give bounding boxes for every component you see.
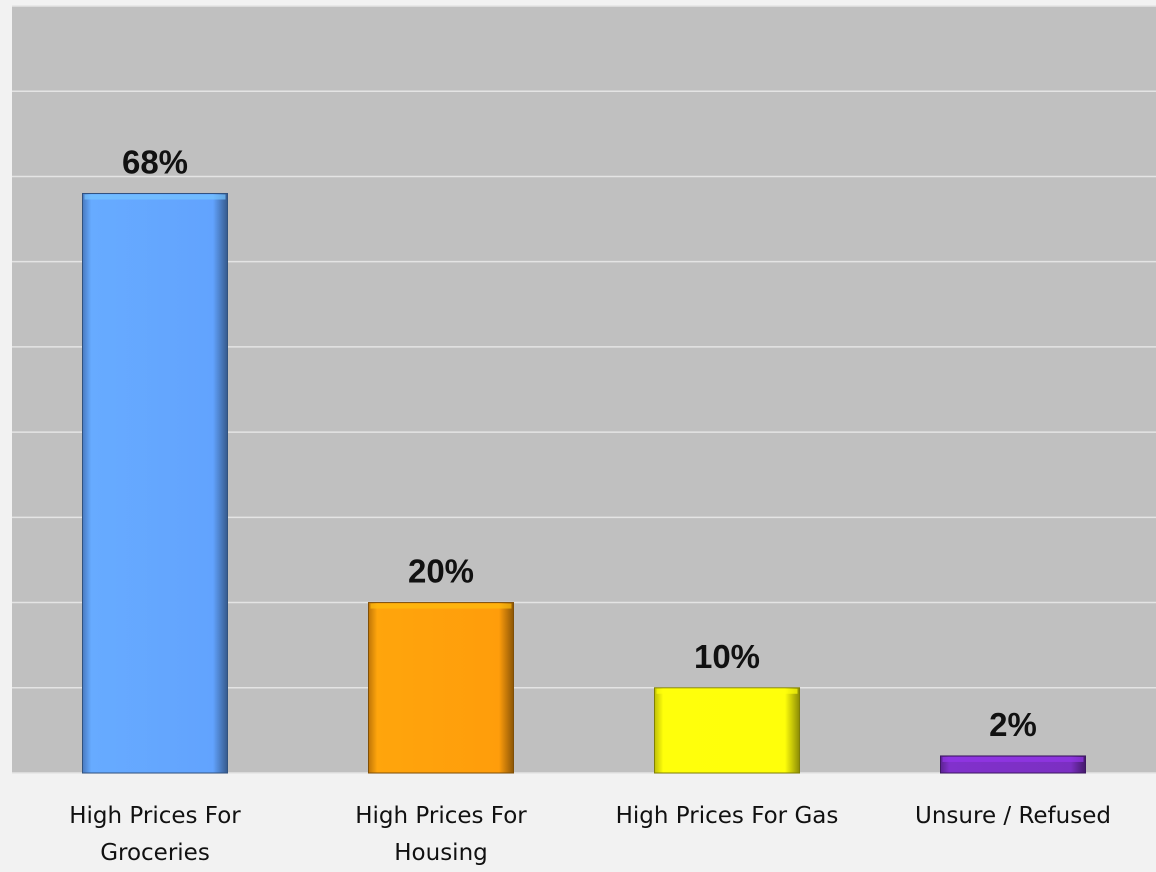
category-label-0-line-1: Groceries [100,840,210,866]
data-label-2: 10% [694,638,760,675]
category-label-2-line-0: High Prices For Gas [616,803,839,829]
bar-highlight-1 [370,603,512,609]
category-labels: High Prices For Groceries High Prices For H… [69,803,1111,866]
data-label-0: 68% [122,143,188,180]
data-label-1: 20% [408,553,474,590]
data-labels: 68% 20% 10% 2% [122,143,1037,742]
bar-highlight-2 [656,688,798,694]
category-label-0-line-0: High Prices For [69,803,241,829]
bar-highlight-0 [84,194,226,200]
data-label-3: 2% [989,706,1037,743]
bars [82,192,1086,774]
bar-1 [368,602,514,774]
bar-2 [654,687,800,774]
bar-0 [82,192,228,774]
category-label-1-line-0: High Prices For [355,803,527,829]
category-label-3-line-0: Unsure / Refused [915,803,1111,829]
category-label-1-line-1: Housing [394,840,488,866]
bar-highlight-3 [942,756,1084,762]
